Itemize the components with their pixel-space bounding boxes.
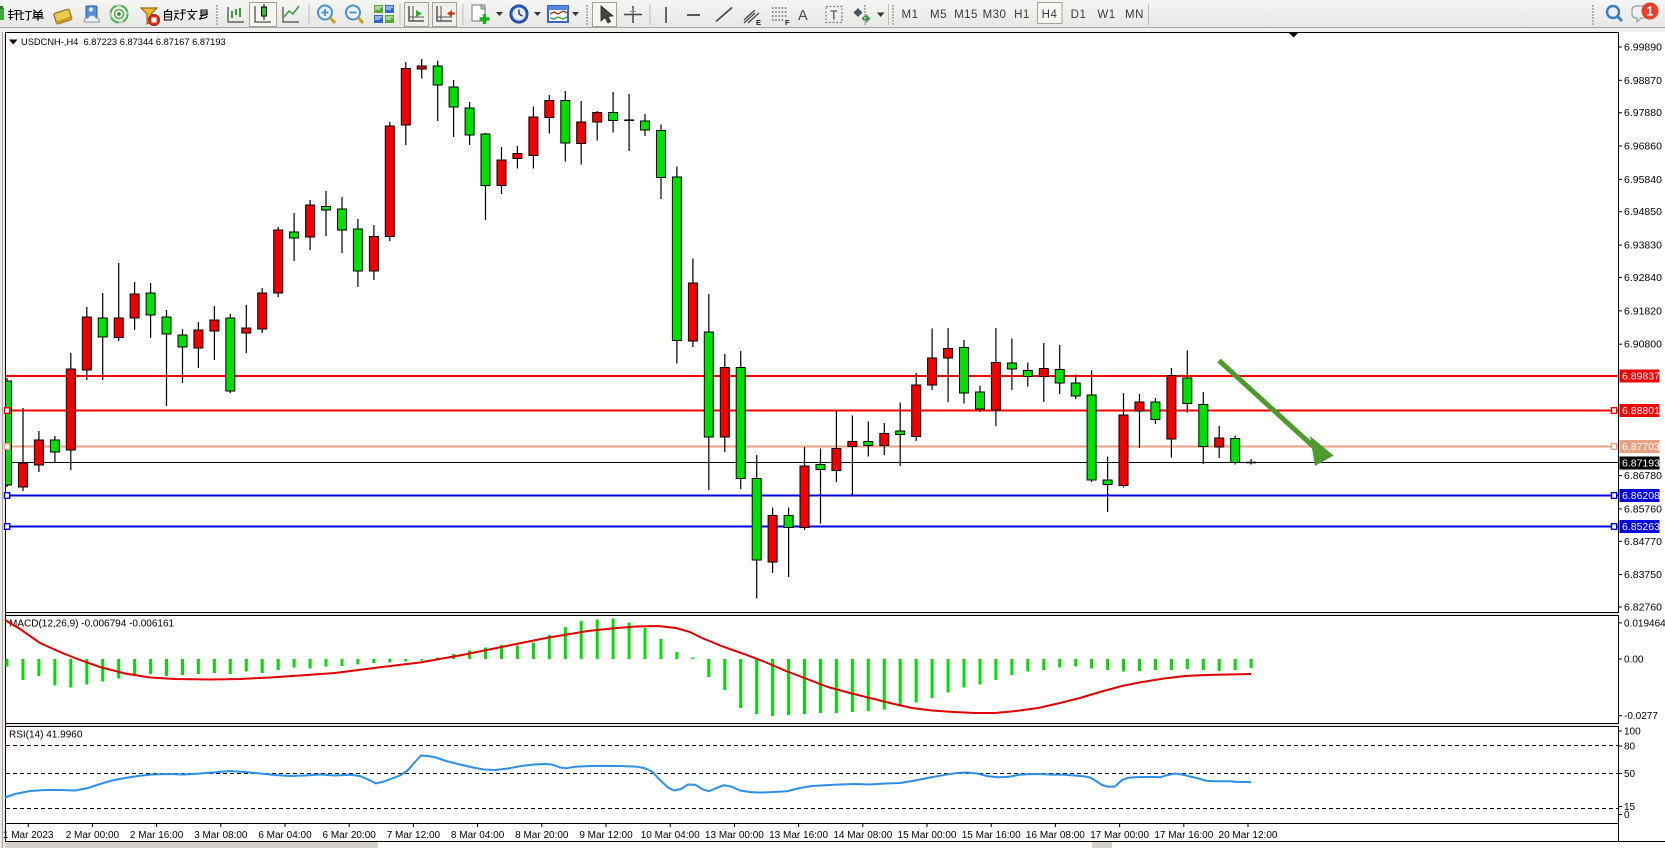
svg-text:MN: MN [1125,9,1144,21]
svg-text:6.94850: 6.94850 [1624,206,1662,218]
svg-text:16 Mar 08:00: 16 Mar 08:00 [1026,830,1085,841]
svg-text:17 Mar 00:00: 17 Mar 00:00 [1090,830,1149,841]
svg-text:15 Mar 00:00: 15 Mar 00:00 [898,830,957,841]
svg-text:H1: H1 [1014,9,1030,21]
svg-text:6.91820: 6.91820 [1624,305,1662,317]
svg-text:6.88801: 6.88801 [1622,405,1660,417]
svg-text:6.85263: 6.85263 [1622,521,1660,533]
svg-text:6.87193: 6.87193 [1622,458,1660,470]
svg-text:RSI(14) 41.9960: RSI(14) 41.9960 [9,730,83,741]
svg-text:6.86780: 6.86780 [1624,470,1662,482]
svg-text:6.89837: 6.89837 [1622,371,1660,383]
svg-text:T: T [830,9,838,23]
svg-text:2 Mar 00:00: 2 Mar 00:00 [66,830,120,841]
svg-text:8 Mar 04:00: 8 Mar 04:00 [451,830,505,841]
svg-text:13 Mar 00:00: 13 Mar 00:00 [705,830,764,841]
svg-text:20 Mar 12:00: 20 Mar 12:00 [1219,830,1278,841]
svg-text:M15: M15 [954,9,978,21]
svg-text:6.98870: 6.98870 [1624,75,1662,87]
svg-text:0: 0 [1624,810,1630,821]
svg-text:8 Mar 20:00: 8 Mar 20:00 [515,830,569,841]
svg-text:0.019464: 0.019464 [1624,618,1665,629]
svg-text:6.84770: 6.84770 [1624,536,1662,548]
svg-text:0.00: 0.00 [1624,655,1644,666]
svg-text:14 Mar 08:00: 14 Mar 08:00 [833,830,892,841]
svg-text:15: 15 [1624,802,1636,813]
svg-text:6.96860: 6.96860 [1624,141,1662,153]
svg-text:6.99890: 6.99890 [1624,42,1662,54]
svg-text:6.82760: 6.82760 [1624,602,1662,614]
svg-text:6 Mar 04:00: 6 Mar 04:00 [258,830,312,841]
svg-text:MACD(12,26,9) -0.006794 -0.006: MACD(12,26,9) -0.006794 -0.006161 [9,619,175,630]
svg-text:9 Mar 12:00: 9 Mar 12:00 [579,830,633,841]
svg-text:A: A [798,8,808,24]
svg-text:F: F [785,18,790,27]
svg-text:80: 80 [1624,742,1636,753]
svg-text:7 Mar 12:00: 7 Mar 12:00 [387,830,441,841]
svg-text:6.93830: 6.93830 [1624,240,1662,252]
svg-text:6.90800: 6.90800 [1624,339,1662,351]
svg-text:6.87703: 6.87703 [1622,441,1660,453]
svg-text:6.85760: 6.85760 [1624,503,1662,515]
svg-text:D1: D1 [1071,9,1087,21]
svg-text:6.92840: 6.92840 [1624,272,1662,284]
svg-text:1 Mar 2023: 1 Mar 2023 [3,830,54,841]
svg-text:1: 1 [1647,5,1654,19]
svg-text:13 Mar 16:00: 13 Mar 16:00 [769,830,828,841]
svg-text:6.83750: 6.83750 [1624,569,1662,581]
svg-text:E: E [756,18,761,27]
svg-text:M1: M1 [902,9,919,21]
svg-text:H4: H4 [1042,9,1058,21]
svg-text:15 Mar 16:00: 15 Mar 16:00 [962,830,1021,841]
svg-text:-0.0277: -0.0277 [1624,711,1658,722]
svg-text:USDCNH-,H4 6.87223 6.87344 6.: USDCNH-,H4 6.87223 6.87344 6.87167 6.871… [21,37,226,47]
svg-text:M30: M30 [983,9,1007,21]
svg-text:50: 50 [1624,769,1636,780]
svg-text:6.86208: 6.86208 [1622,490,1660,502]
svg-text:17 Mar 16:00: 17 Mar 16:00 [1154,830,1213,841]
svg-text:6.95840: 6.95840 [1624,174,1662,186]
svg-text:M5: M5 [930,9,947,21]
svg-text:2 Mar 16:00: 2 Mar 16:00 [130,830,184,841]
svg-text:6.97880: 6.97880 [1624,107,1662,119]
svg-text:10 Mar 04:00: 10 Mar 04:00 [641,830,700,841]
svg-text:100: 100 [1624,727,1641,738]
svg-text:W1: W1 [1097,9,1115,21]
svg-text:3 Mar 08:00: 3 Mar 08:00 [194,830,248,841]
svg-text:6 Mar 20:00: 6 Mar 20:00 [323,830,377,841]
